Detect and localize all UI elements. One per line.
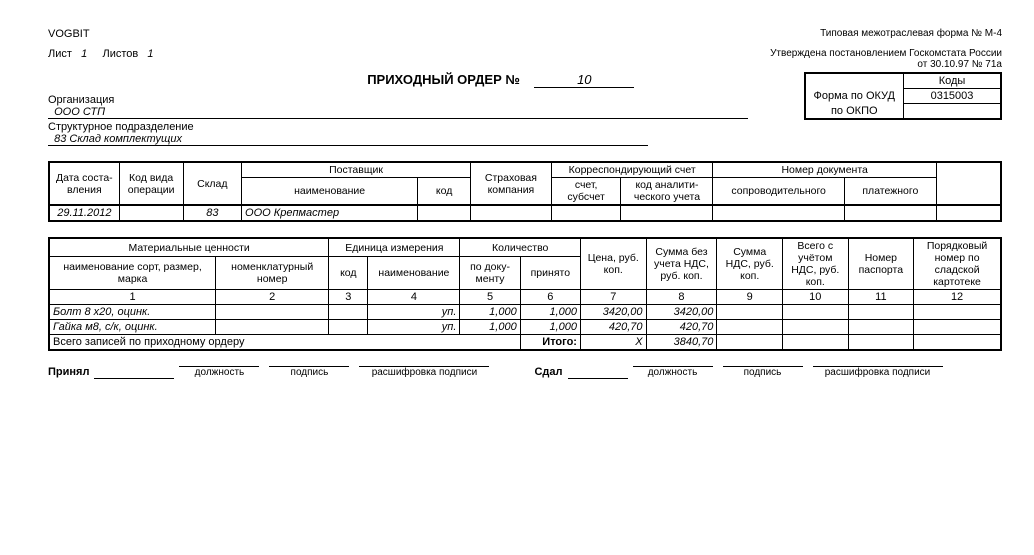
okpo-value	[904, 104, 1002, 119]
codes-box: Коды Форма по ОКУД0315003 по ОКПО	[804, 72, 1003, 120]
table-row: 29.11.2012 83 ООО Крепмастер	[49, 205, 1001, 221]
sheet-label: Лист	[48, 48, 72, 60]
records-label: Всего записей по приходному ордеру	[53, 336, 244, 348]
sheet-num: 1	[81, 48, 87, 60]
dept-value: 83 Склад комплектущих	[48, 133, 648, 146]
form-note2: Утверждена постановлением Госкомстата Ро…	[702, 48, 1002, 59]
form-note3: от 30.10.97 № 71a	[702, 59, 1002, 70]
okud-label: Форма по ОКУД	[805, 89, 904, 104]
okud-value: 0315003	[904, 89, 1002, 104]
accepted-label: Принял	[48, 366, 89, 378]
codes-header: Коды	[904, 73, 1002, 89]
org-value: ООО СТП	[48, 106, 748, 119]
company-code: VOGBIT	[48, 28, 90, 40]
sheets-total: 1	[147, 48, 153, 60]
items-table: Материальные ценности Единица измерения …	[48, 237, 1002, 351]
form-note1: Типовая межотраслевая форма № М-4	[702, 28, 1002, 39]
dept-label: Структурное подразделение	[48, 121, 194, 133]
table-row: Гайка м8, с/к, оцинк. уп. 1,000 1,000 42…	[49, 320, 1001, 335]
org-label: Организация	[48, 94, 114, 106]
total-row: Всего записей по приходному ордеру Итого…	[49, 335, 1001, 351]
signature-row: Принял должность подпись расшифровка под…	[48, 366, 1002, 379]
col-num-row: 1 2 3 4 5 6 7 8 9 10 11 12	[49, 290, 1001, 305]
supplier-table: Дата соста-вления Код вида операции Скла…	[48, 161, 1002, 222]
okpo-label: по ОКПО	[805, 104, 904, 119]
title-label: ПРИХОДНЫЙ ОРДЕР №	[367, 72, 520, 87]
gave-label: Сдал	[534, 366, 562, 378]
table-row: Болт 8 х20, оцинк. уп. 1,000 1,000 3420,…	[49, 305, 1001, 320]
order-number: 10	[534, 72, 634, 88]
sheets-label: Листов	[102, 48, 138, 60]
